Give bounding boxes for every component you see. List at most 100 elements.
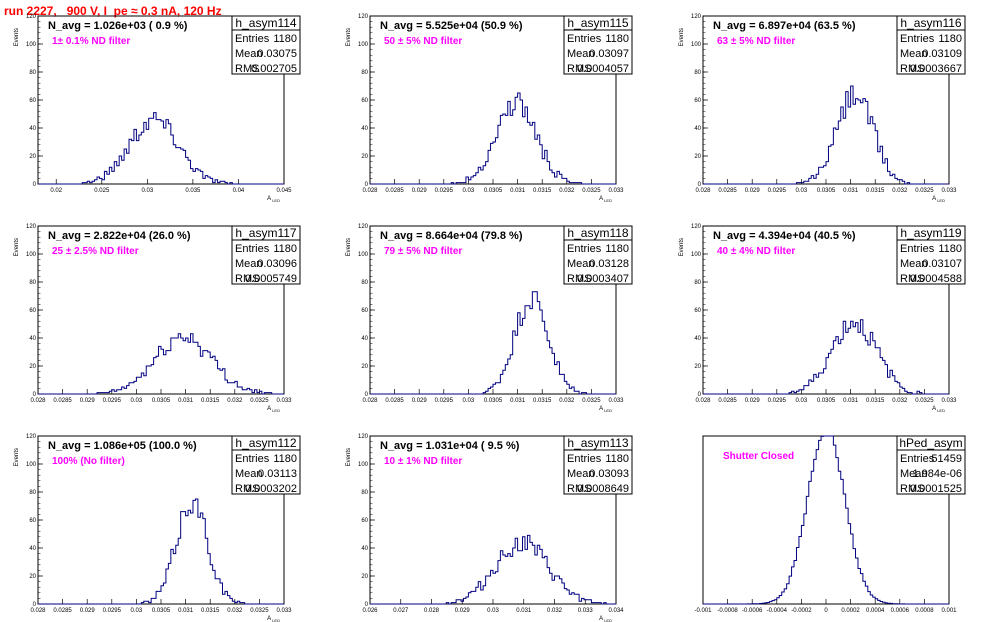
x-tick-label: 0.001: [941, 608, 957, 614]
x-tick-label: 0.033: [608, 188, 624, 194]
x-tick-label: 0.028: [30, 398, 46, 404]
histogram-pad-h_asym115: 0 20 40 60 80 100 120 Events 0.028 0.0285 0.029 0.0…: [342, 12, 662, 203]
stats-entries-label: Entries: [567, 243, 602, 255]
y-tick-label: 100: [26, 252, 37, 258]
x-tick-label: 0.031: [178, 608, 194, 614]
filter-annotation: 25 ± 2.5% ND filter: [52, 246, 139, 257]
y-tick-label: 40: [29, 126, 36, 132]
y-tick-label: 40: [694, 336, 701, 342]
x-tick-label: 0.033: [578, 608, 594, 614]
x-tick-label: 0.0295: [435, 398, 454, 404]
stats-entries-label: Entries: [567, 453, 602, 465]
navg-label: N_avg = 1.086e+05 (100.0 %): [48, 440, 197, 452]
stats-entries-value: 1180: [938, 33, 962, 45]
histogram-line: [38, 333, 284, 395]
y-tick-label: 120: [26, 224, 37, 230]
stats-mean-label: Mean: [900, 258, 928, 270]
histogram-name: h_asym118: [567, 226, 628, 240]
histogram-svg: 0 20 40 60 80 100 120 Events 0.028 0.0285 0.029 0.0…: [679, 14, 966, 203]
x-axis-label-subscript: LED: [271, 408, 280, 413]
filter-annotation: 40 ± 4% ND filter: [717, 246, 795, 257]
x-tick-label: 0.032: [227, 608, 243, 614]
histogram-svg: -0.001 -0.0008 -0.0006 -0.0004 -0.0002 0 0.000…: [694, 435, 966, 614]
y-tick-label: 100: [26, 462, 37, 468]
y-tick-label: 80: [29, 490, 36, 496]
x-tick-label: 0.028: [695, 188, 711, 194]
y-axis-label: Events: [679, 238, 685, 256]
y-tick-label: 0: [698, 392, 702, 398]
x-axis-label: A LED: [267, 616, 280, 622]
x-tick-label: 0.029: [745, 398, 761, 404]
x-tick-label: 0.035: [185, 188, 201, 194]
x-tick-label: 0.032: [547, 608, 563, 614]
x-tick-label: 0.029: [455, 608, 471, 614]
x-tick-label: 0.0315: [201, 398, 220, 404]
stats-entries-value: 1180: [605, 243, 629, 255]
x-tick-label: 0.031: [843, 398, 859, 404]
x-tick-label: 0.0325: [582, 188, 601, 194]
stats-box: [896, 435, 966, 495]
y-tick-label: 20: [361, 574, 368, 580]
y-tick-label: 20: [361, 364, 368, 370]
stats-mean-value: 0.03113: [258, 468, 297, 480]
x-tick-label: 0.0315: [866, 398, 885, 404]
y-tick-label: 40: [29, 336, 36, 342]
stats-rms-value: 0.002705: [251, 63, 297, 75]
x-axis-label: A LED: [267, 406, 280, 413]
x-tick-label: 0.032: [559, 398, 575, 404]
stats-entries-label: Entries: [900, 33, 935, 45]
x-tick-label: 0.0305: [484, 398, 503, 404]
x-tick-label: -0.0002: [791, 608, 812, 614]
x-tick-label: 0.03: [131, 608, 143, 614]
x-axis-label-subscript: LED: [271, 198, 280, 203]
x-tick-label: 0.031: [843, 188, 859, 194]
histogram-name: h_asym116: [900, 16, 961, 30]
stats-mean-value: 0.03107: [922, 258, 962, 270]
stats-rms-value: 0.0003667: [910, 63, 962, 75]
stats-mean-label: Mean: [900, 48, 928, 60]
x-tick-label: 0.028: [362, 398, 378, 404]
stats-entries-label: Entries: [900, 243, 935, 255]
x-tick-label: 0.0325: [250, 608, 269, 614]
x-tick-label: 0.045: [276, 188, 292, 194]
x-tick-label: 0.028: [362, 188, 378, 194]
x-tick-label: 0.0006: [891, 608, 910, 614]
y-tick-label: 60: [29, 308, 36, 314]
stats-box: [563, 435, 633, 495]
x-tick-label: 0.025: [94, 188, 110, 194]
x-tick-label: 0.028: [695, 398, 711, 404]
histogram-name: h_asym115: [567, 16, 628, 30]
x-tick-label: -0.0008: [717, 608, 738, 614]
stats-mean-value: 0.03109: [922, 48, 962, 60]
x-tick-label: 0.032: [227, 398, 243, 404]
stats-rms-label: RMS: [235, 63, 259, 75]
stats-mean-value: 0.03096: [257, 258, 297, 270]
stats-rms-value: 0.0008649: [577, 483, 629, 495]
stats-box: [563, 15, 633, 75]
y-tick-label: 100: [26, 42, 37, 48]
y-tick-label: 60: [694, 98, 701, 104]
stats-rms-label: RMS: [235, 483, 259, 495]
y-tick-label: 80: [694, 280, 701, 286]
histogram-svg: 0 20 40 60 80 100 120 Events 0.026 0.027 0.028 0.02…: [346, 434, 633, 622]
run-title: run 2227, 900 V, I_pe ≈ 0.3 nA, 120 Hz: [4, 4, 222, 18]
stats-mean-value: 0.03093: [589, 468, 629, 480]
stats-box: [896, 225, 966, 285]
y-tick-label: 100: [691, 252, 702, 258]
stats-entries-value: 1180: [273, 453, 297, 465]
x-axis-label-subscript: LED: [603, 408, 612, 413]
navg-label: N_avg = 2.822e+04 (26.0 %): [48, 230, 191, 242]
x-tick-label: 0.033: [941, 188, 957, 194]
stats-entries-value: 1180: [605, 33, 629, 45]
stats-entries-value: 1180: [273, 243, 297, 255]
histogram-name: h_asym114: [235, 16, 296, 30]
x-tick-label: 0.03: [796, 398, 808, 404]
histogram-line: [38, 498, 284, 605]
stats-rms-value: 0.0004588: [910, 273, 962, 285]
x-tick-label: 0.029: [412, 398, 428, 404]
stats-entries-value: 1180: [273, 33, 297, 45]
x-axis-label-subscript: LED: [936, 408, 945, 413]
y-tick-label: 120: [358, 224, 369, 230]
stats-entries-label: Entries: [235, 243, 270, 255]
y-tick-label: 20: [29, 364, 36, 370]
